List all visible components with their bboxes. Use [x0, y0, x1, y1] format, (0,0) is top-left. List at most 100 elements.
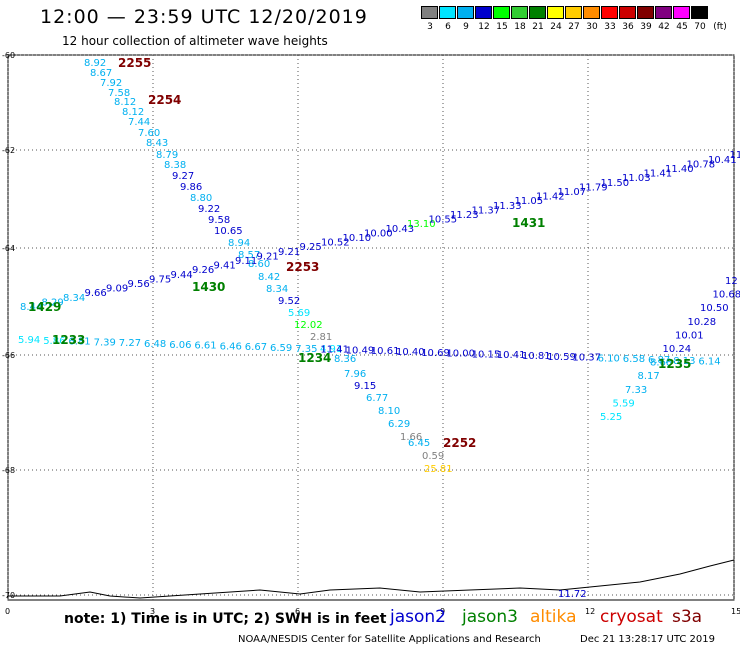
swh-value: 8.36 — [334, 354, 356, 365]
swh-value: 12 — [725, 276, 738, 287]
swh-value: 10.49 — [346, 345, 375, 356]
swh-value: 10.69 — [421, 348, 450, 359]
swh-value: 6.59 — [270, 343, 292, 354]
map-subtitle: 12 hour collection of altimeter wave hei… — [62, 34, 328, 48]
legend-label: 6 — [445, 22, 451, 32]
swh-value: 10.52 — [321, 238, 350, 249]
swh-value: 10.00 — [364, 228, 393, 239]
swh-value: 10.00 — [446, 349, 475, 360]
swh-value: 10.59 — [547, 352, 576, 363]
swh-value: 8.94 — [228, 238, 250, 249]
swh-value: 8.43 — [146, 138, 168, 149]
lon-label: 0 — [5, 607, 10, 616]
lat-label: -62 — [2, 146, 15, 155]
swh-value: 9.21 — [278, 247, 300, 258]
swh-value: 6.06 — [169, 340, 191, 351]
legend-label: 39 — [640, 22, 652, 32]
swh-value: 6.45 — [408, 438, 430, 449]
lat-label: -60 — [2, 51, 15, 60]
swh-value: 6.77 — [366, 393, 388, 404]
sat-label-jason2: jason2 — [390, 607, 446, 627]
swh-value: 8.34 — [63, 293, 85, 304]
swh-value: 11 — [730, 150, 740, 161]
swh-value: 9.09 — [106, 284, 128, 295]
footer-note: note: 1) Time is in UTC; 2) SWH is in fe… — [64, 611, 387, 627]
swh-value: 9.52 — [278, 296, 300, 307]
swh-value: 7.33 — [625, 385, 647, 396]
legend-label: 12 — [478, 22, 490, 32]
legend-swatch — [475, 6, 492, 19]
swh-value: 6.67 — [245, 342, 267, 353]
swh-value: 9.22 — [198, 204, 220, 215]
pass-time-label: 1233 — [52, 333, 85, 347]
swh-value: 11.33 — [493, 201, 522, 212]
swh-value: 8.10 — [378, 406, 400, 417]
pass-time-label: 1431 — [512, 216, 545, 230]
legend-swatch — [673, 6, 690, 19]
lat-label: -66 — [2, 351, 15, 360]
sat-label-cryosat: cryosat — [600, 607, 663, 627]
swh-value: 6.46 — [220, 341, 242, 352]
swh-value: 9.25 — [300, 242, 322, 253]
swh-value: 10.24 — [663, 344, 692, 355]
swh-value: 8.12 — [122, 107, 144, 118]
pass-time-label: 2255 — [118, 56, 151, 70]
pass-time-label: 1234 — [298, 351, 331, 365]
legend-unit: (ft) — [713, 22, 727, 32]
swh-value: 9.75 — [149, 274, 171, 285]
legend-label: 33 — [604, 22, 616, 32]
swh-value: 9.11 — [235, 256, 257, 267]
legend-label: 42 — [658, 22, 670, 32]
legend-label: 30 — [586, 22, 598, 32]
swh-value: 7.39 — [94, 337, 116, 348]
swh-value: 10.28 — [688, 317, 717, 328]
legend-swatch — [421, 6, 438, 19]
legend-label: 24 — [550, 22, 562, 32]
swh-value: 8.68 — [650, 358, 672, 369]
swh-value: 11.40 — [665, 164, 694, 175]
swh-value: 9.66 — [85, 288, 107, 299]
swh-value: 9.44 — [171, 270, 193, 281]
pass-time-label: 2253 — [286, 260, 319, 274]
legend-label: 15 — [496, 22, 508, 32]
coastline — [8, 559, 735, 599]
legend-swatch — [439, 6, 456, 19]
lat-label: -68 — [2, 466, 15, 475]
lon-label: 3 — [150, 607, 155, 616]
legend-swatch — [511, 6, 528, 19]
swh-value: 8.29 — [42, 297, 64, 308]
swh-value: 8.67 — [90, 68, 112, 79]
pass-time-label: 2252 — [443, 436, 476, 450]
swh-value: 5.59 — [613, 398, 635, 409]
timestamp-text: Dec 21 13:28:17 UTC 2019 — [580, 634, 715, 645]
swh-value: 6.14 — [698, 357, 720, 368]
swh-value: 7.92 — [100, 78, 122, 89]
swh-value: 5.86 — [43, 336, 65, 347]
legend-swatch — [637, 6, 654, 19]
swh-value: 9.58 — [208, 215, 230, 226]
swh-value: 8.34 — [266, 284, 288, 295]
swh-value: 10.15 — [472, 349, 501, 360]
swh-value: 9.56 — [128, 279, 150, 290]
swh-value: 8.38 — [164, 160, 186, 171]
swh-value: 10.10 — [343, 233, 372, 244]
lon-label: 6 — [295, 607, 300, 616]
pass-time-label: 1235 — [658, 357, 691, 371]
sat-label-altika: altika — [530, 607, 577, 627]
swh-value: 8.60 — [248, 259, 270, 270]
lon-label: 9 — [440, 607, 445, 616]
color-legend-labels: 3 6 9 12 15 18 21 24 27 30 33 36 39 42 45 70 (ft) — [421, 22, 731, 32]
swh-value: 25.81 — [424, 464, 453, 475]
swh-value: 11.50 — [601, 178, 630, 189]
legend-swatch — [529, 6, 546, 19]
swh-value: 7.96 — [344, 369, 366, 380]
map-title: 12:00 — 23:59 UTC 12/20/2019 — [40, 6, 368, 28]
pass-time-label: 1430 — [192, 280, 225, 294]
swh-value: 11.41 — [644, 169, 673, 180]
swh-value: 7.44 — [128, 117, 150, 128]
swh-value: 4.91 — [320, 344, 342, 355]
swh-value: 8.80 — [190, 193, 212, 204]
swh-value: 10.50 — [700, 303, 729, 314]
legend-label: 3 — [427, 22, 433, 32]
swh-value: 10.01 — [675, 330, 704, 341]
